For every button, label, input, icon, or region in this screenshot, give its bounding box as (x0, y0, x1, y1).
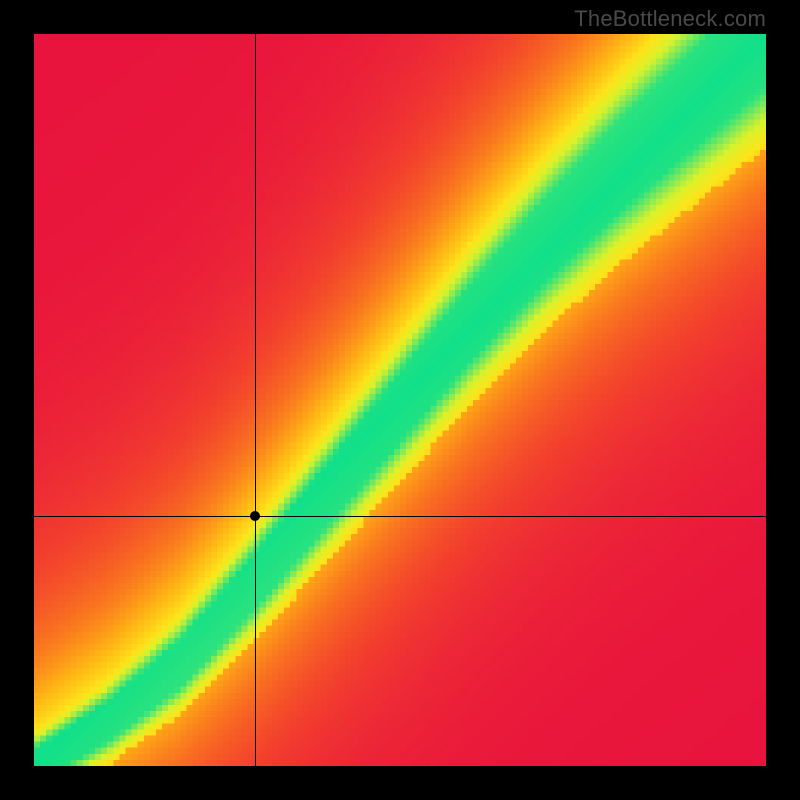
crosshair-marker (250, 511, 260, 521)
chart-frame: TheBottleneck.com (0, 0, 800, 800)
crosshair-horizontal (34, 516, 766, 517)
crosshair-vertical (255, 34, 256, 766)
watermark-text: TheBottleneck.com (574, 6, 766, 32)
plot-area (34, 34, 766, 766)
heatmap-canvas (34, 34, 766, 766)
